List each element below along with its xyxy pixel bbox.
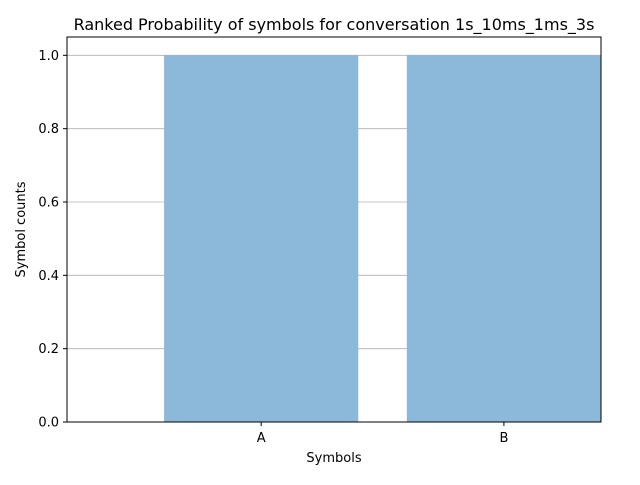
x-tick-label: A bbox=[257, 431, 266, 446]
bar-b bbox=[406, 55, 601, 422]
x-tick-label: B bbox=[499, 431, 508, 446]
bars bbox=[164, 55, 601, 422]
y-tick-label: 0.0 bbox=[38, 416, 59, 431]
bar-a bbox=[164, 55, 359, 422]
y-tick-label: 0.6 bbox=[38, 196, 59, 211]
plot-frame bbox=[66, 36, 602, 423]
x-axis-label: Symbols bbox=[306, 451, 361, 466]
y-axis-label: Symbol counts bbox=[14, 181, 29, 277]
y-tick-label: 1.0 bbox=[38, 49, 59, 64]
y-tick-label: 0.4 bbox=[38, 269, 59, 284]
y-tick-label: 0.8 bbox=[38, 122, 59, 137]
chart-title: Ranked Probability of symbols for conver… bbox=[74, 15, 595, 35]
y-axis-ticks: 0.0 0.2 0.4 0.6 0.8 1.0 bbox=[38, 49, 67, 431]
y-tick-label: 0.2 bbox=[38, 342, 59, 357]
